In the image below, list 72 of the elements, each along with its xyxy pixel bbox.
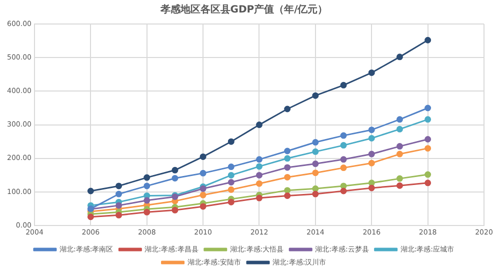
point <box>172 174 178 182</box>
point <box>424 171 432 178</box>
point <box>172 166 178 174</box>
point <box>424 180 432 186</box>
chart-title: 孝感地区各区县GDP产值（年/亿元） <box>159 4 328 16</box>
point <box>340 182 347 190</box>
point <box>312 139 319 146</box>
point <box>368 126 375 134</box>
point <box>116 190 122 198</box>
point <box>312 170 319 176</box>
point <box>284 164 291 171</box>
point <box>228 172 234 178</box>
point <box>396 175 403 182</box>
point <box>396 150 403 158</box>
point <box>396 126 403 132</box>
point <box>116 182 122 190</box>
point <box>256 172 262 178</box>
point <box>228 198 234 206</box>
point <box>368 184 375 192</box>
point <box>256 122 262 128</box>
point <box>284 148 291 154</box>
point <box>284 174 291 180</box>
point <box>312 185 319 192</box>
point <box>256 163 262 170</box>
point <box>144 208 150 216</box>
point <box>87 188 94 194</box>
point <box>200 192 206 198</box>
point <box>256 194 262 202</box>
point <box>256 156 262 163</box>
point <box>144 197 150 204</box>
point <box>424 145 432 152</box>
point <box>144 182 150 190</box>
point <box>228 186 234 193</box>
point <box>284 187 291 194</box>
point <box>228 138 234 145</box>
point <box>284 106 291 112</box>
point <box>200 203 206 210</box>
point <box>256 180 262 187</box>
point <box>340 164 347 172</box>
point <box>396 143 403 150</box>
point <box>284 155 291 162</box>
point <box>340 132 347 139</box>
point <box>368 180 375 186</box>
point <box>228 164 234 170</box>
point <box>144 174 150 181</box>
point <box>228 179 234 186</box>
point <box>284 192 291 199</box>
point <box>87 214 94 220</box>
point <box>312 92 319 99</box>
point <box>368 150 375 158</box>
point <box>172 206 178 214</box>
point <box>368 134 375 142</box>
point <box>312 190 319 198</box>
point <box>396 116 403 123</box>
point <box>396 54 403 60</box>
point <box>368 160 375 166</box>
point <box>424 36 432 44</box>
point <box>200 170 206 176</box>
point <box>424 104 432 112</box>
point <box>200 153 206 160</box>
point <box>396 182 403 189</box>
point <box>340 188 347 194</box>
point <box>116 212 122 218</box>
point <box>424 136 432 142</box>
point <box>340 156 347 163</box>
point <box>312 160 319 168</box>
point <box>368 69 375 76</box>
point <box>340 82 347 88</box>
point <box>424 116 432 123</box>
point <box>116 202 122 209</box>
point <box>340 142 347 149</box>
point <box>312 148 319 155</box>
